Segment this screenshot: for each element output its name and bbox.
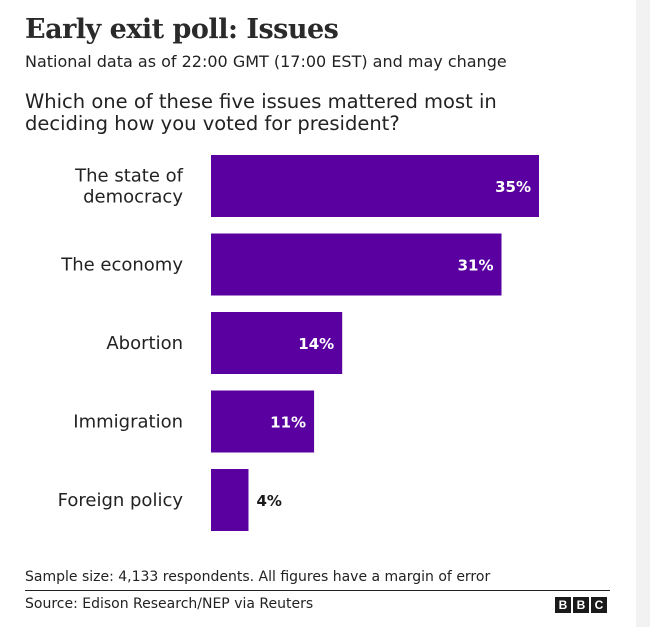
bar-chart: The state of democracy 35% The economy 31% Ab… xyxy=(58,155,539,531)
bbc-logo-letter-1: B xyxy=(555,597,571,613)
source-note: Source: Edison Research/NEP via Reuters xyxy=(25,596,314,612)
bar xyxy=(211,312,343,374)
sample-size-note: Sample size: 4,133 respondents. All figu… xyxy=(25,569,491,585)
chart-card: Early exit poll: Issues National data as… xyxy=(0,0,636,627)
bar-group: Abortion 14% xyxy=(106,312,343,374)
bar-group: Foreign policy 4% xyxy=(58,469,282,531)
chart-question: Which one of these five issues mattered … xyxy=(25,90,497,135)
bar-group: Immigration 11% xyxy=(73,390,315,453)
bbc-logo-letter-3: C xyxy=(591,597,607,613)
bar xyxy=(211,469,249,531)
category-label: Foreign policy xyxy=(58,490,184,511)
category-label: Abortion xyxy=(106,333,183,354)
value-label: 4% xyxy=(256,492,281,510)
bbc-logo: B B C xyxy=(555,597,607,613)
value-label: 14% xyxy=(298,335,334,353)
bar xyxy=(211,390,315,453)
value-label: 11% xyxy=(270,414,306,432)
bbc-logo-letter-2: B xyxy=(573,597,589,613)
value-label: 31% xyxy=(458,257,494,275)
bar xyxy=(211,233,502,296)
category-label: Immigration xyxy=(73,412,183,433)
chart-title: Early exit poll: Issues xyxy=(25,14,339,45)
bar-group: The economy 31% xyxy=(60,233,502,296)
category-label: The state of democracy xyxy=(74,166,184,208)
value-label: 35% xyxy=(495,178,531,196)
chart-subtitle: National data as of 22:00 GMT (17:00 EST… xyxy=(25,52,507,71)
category-label: The economy xyxy=(60,255,183,276)
footer-divider xyxy=(25,590,610,591)
bar-group: The state of democracy 35% xyxy=(74,155,539,217)
bar xyxy=(211,155,539,217)
